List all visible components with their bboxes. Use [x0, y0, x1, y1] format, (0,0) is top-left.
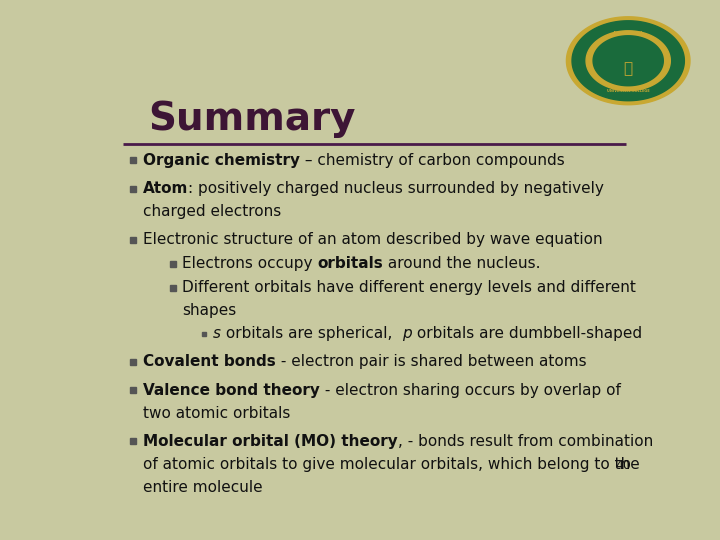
- Text: Summary: Summary: [148, 100, 356, 138]
- Text: 📖: 📖: [624, 61, 633, 76]
- Text: around the nucleus.: around the nucleus.: [383, 256, 541, 272]
- Text: s: s: [213, 326, 221, 341]
- Text: two atomic orbitals: two atomic orbitals: [143, 406, 290, 421]
- Text: charged electrons: charged electrons: [143, 204, 282, 219]
- Text: Electrons occupy: Electrons occupy: [182, 256, 318, 272]
- Text: - electron pair is shared between atoms: - electron pair is shared between atoms: [276, 354, 586, 369]
- Polygon shape: [593, 36, 663, 86]
- Text: Covalent bonds: Covalent bonds: [143, 354, 276, 369]
- Text: orbitals: orbitals: [318, 256, 383, 272]
- Text: shapes: shapes: [182, 303, 236, 318]
- Text: Organic chemistry: Organic chemistry: [143, 153, 300, 168]
- Text: 40: 40: [616, 460, 631, 472]
- Text: Electronic structure of an atom described by wave equation: Electronic structure of an atom describe…: [143, 232, 603, 247]
- Polygon shape: [586, 31, 670, 91]
- Text: Molecular orbital (MO) theory: Molecular orbital (MO) theory: [143, 434, 397, 449]
- Text: Different orbitals have different energy levels and different: Different orbitals have different energy…: [182, 280, 636, 295]
- Text: orbitals are spherical,: orbitals are spherical,: [221, 326, 402, 341]
- Text: UNIVERSITY COLLEGE: UNIVERSITY COLLEGE: [607, 89, 649, 93]
- Text: Valence bond theory: Valence bond theory: [143, 383, 320, 397]
- Text: AL-MUSTAQIL: AL-MUSTAQIL: [613, 31, 644, 35]
- Text: of atomic orbitals to give molecular orbitals, which belong to the: of atomic orbitals to give molecular orb…: [143, 457, 640, 471]
- Text: Atom: Atom: [143, 181, 189, 196]
- Text: : positively charged nucleus surrounded by negatively: : positively charged nucleus surrounded …: [189, 181, 604, 196]
- Text: – chemistry of carbon compounds: – chemistry of carbon compounds: [300, 153, 564, 168]
- Text: entire molecule: entire molecule: [143, 480, 263, 495]
- Text: p: p: [402, 326, 412, 341]
- Polygon shape: [572, 21, 684, 100]
- Text: - electron sharing occurs by overlap of: - electron sharing occurs by overlap of: [320, 383, 621, 397]
- Text: , - bonds result from combination: , - bonds result from combination: [397, 434, 653, 449]
- Polygon shape: [567, 17, 690, 105]
- Text: orbitals are dumbbell-shaped: orbitals are dumbbell-shaped: [412, 326, 642, 341]
